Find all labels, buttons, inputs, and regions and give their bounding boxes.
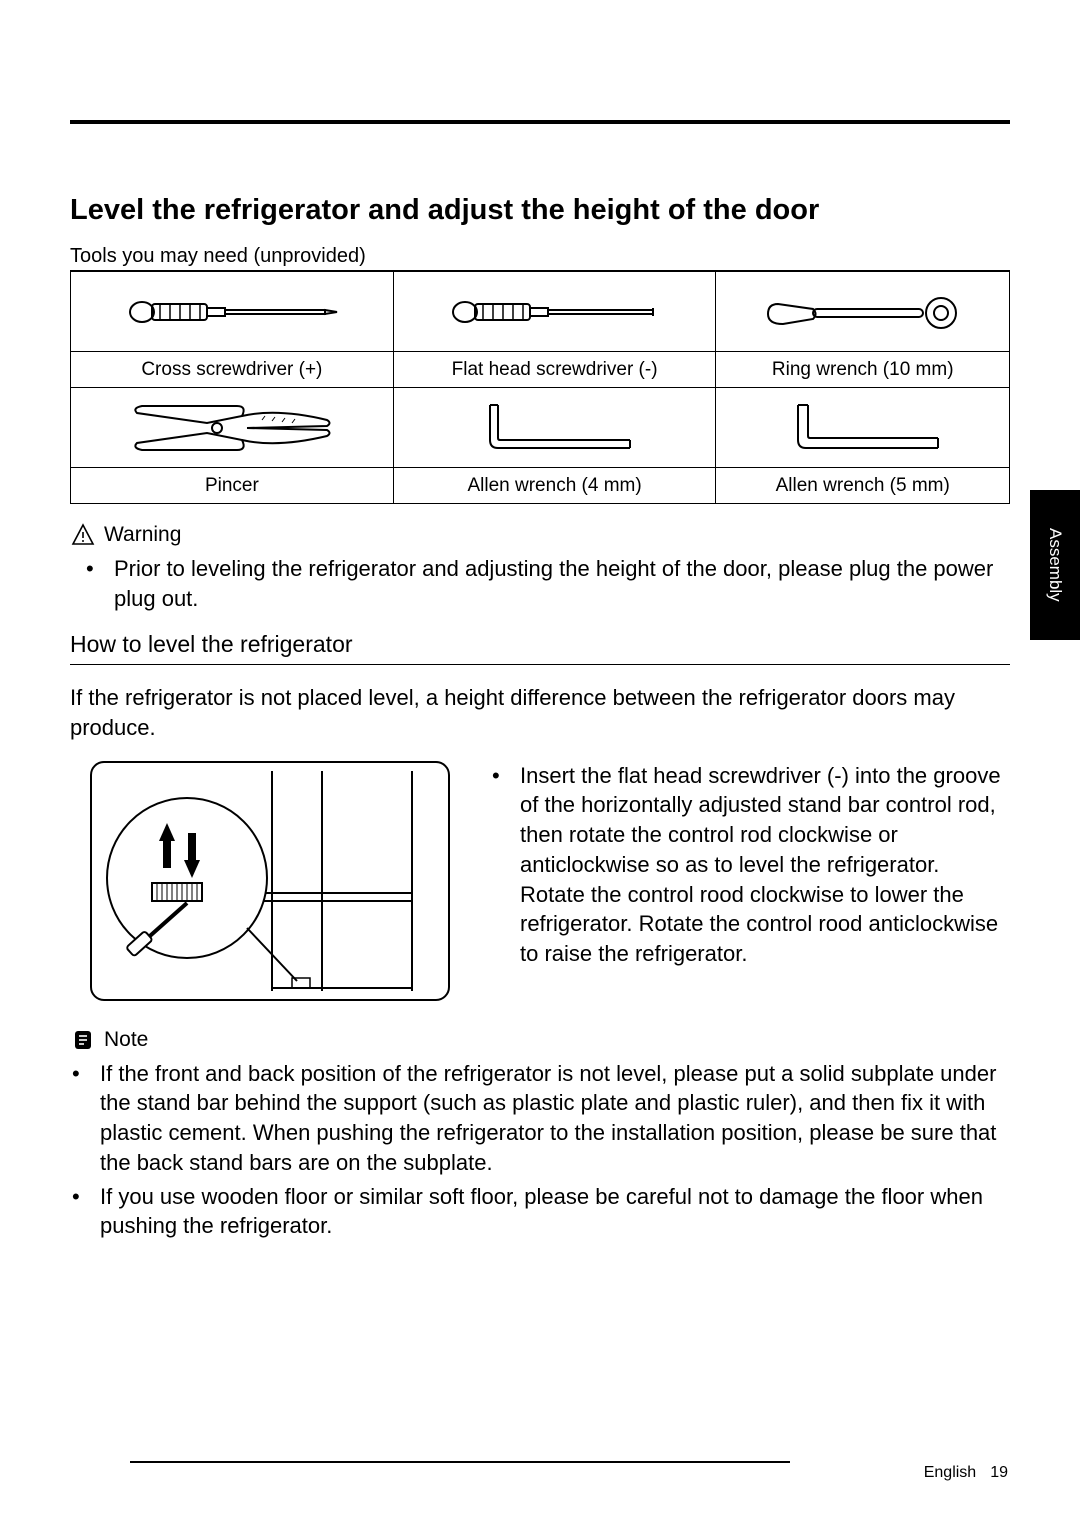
list-item: Prior to leveling the refrigerator and a… [114,554,1010,613]
warning-list: Prior to leveling the refrigerator and a… [70,554,1010,613]
tool-label: Allen wrench (4 mm) [393,468,716,504]
tools-caption: Tools you may need (unprovided) [70,245,1010,271]
warning-heading: Warning [70,522,1010,548]
section-title: Level the refrigerator and adjust the he… [70,194,1010,227]
table-row [71,388,1010,468]
tool-label: Flat head screwdriver (-) [393,352,716,388]
tool-image-cell [71,272,394,352]
table-row: Cross screwdriver (+) Flat head screwdri… [71,352,1010,388]
cross-screwdriver-icon [122,292,342,332]
footer-language: English [924,1464,976,1482]
tool-label: Allen wrench (5 mm) [716,468,1010,504]
tool-label: Cross screwdriver (+) [71,352,394,388]
note-label: Note [104,1028,148,1052]
tools-table: Cross screwdriver (+) Flat head screwdri… [70,271,1010,504]
ring-wrench-icon [763,289,963,334]
figure-row: Insert the flat head screwdriver (-) int… [70,761,1010,1001]
page: Assembly Level the refrigerator and adju… [0,0,1080,1524]
warning-icon [70,522,96,548]
leveling-figure [90,761,450,1001]
tool-label: Ring wrench (10 mm) [716,352,1010,388]
tool-image-cell [71,388,394,468]
tool-image-cell [716,388,1010,468]
list-item: If the front and back position of the re… [100,1059,1010,1178]
footer-rule [130,1461,790,1463]
pincer-icon [127,398,337,458]
note-list: If the front and back position of the re… [70,1059,1010,1241]
note-heading: Note [70,1027,1010,1053]
warning-label: Warning [104,523,181,547]
top-rule [70,120,1010,124]
section-tab-label: Assembly [1045,528,1065,602]
subheading: How to level the refrigerator [70,631,1010,665]
list-item: If you use wooden floor or similar soft … [100,1182,1010,1241]
section-tab: Assembly [1030,490,1080,640]
table-row [71,272,1010,352]
list-item: Insert the flat head screwdriver (-) int… [520,761,1010,969]
tool-image-cell [393,272,716,352]
tool-label: Pincer [71,468,394,504]
page-footer: English 19 [910,1464,1008,1482]
tool-image-cell [393,388,716,468]
footer-page-number: 19 [990,1464,1008,1482]
figure-text: Insert the flat head screwdriver (-) int… [490,761,1010,969]
allen-wrench-4-icon [470,400,640,455]
step-list: Insert the flat head screwdriver (-) int… [490,761,1010,969]
intro-text: If the refrigerator is not placed level,… [70,683,1010,742]
flat-screwdriver-icon [445,292,665,332]
allen-wrench-5-icon [778,400,948,455]
note-icon [70,1027,96,1053]
table-row: Pincer Allen wrench (4 mm) Allen wrench … [71,468,1010,504]
tool-image-cell [716,272,1010,352]
